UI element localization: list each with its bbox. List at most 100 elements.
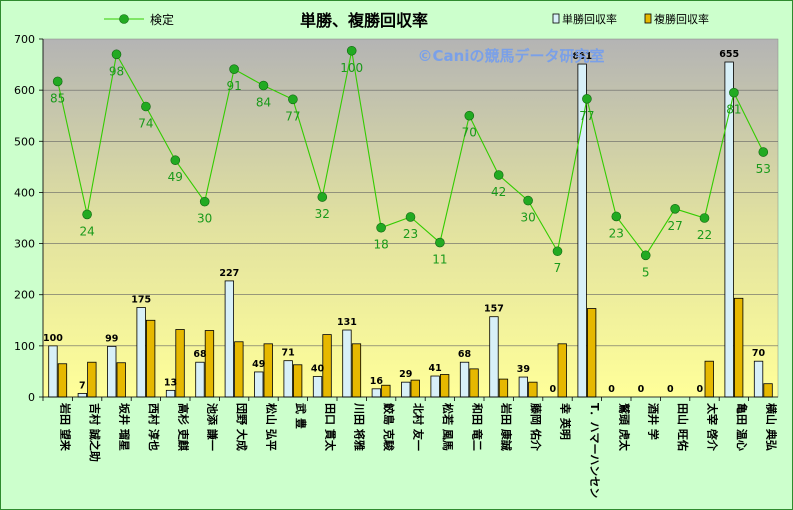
- line-marker: [552, 246, 563, 257]
- win-bar-value-label: 0: [608, 384, 615, 395]
- win-bar: [312, 376, 323, 398]
- win-bar-value-label: 71: [282, 348, 295, 359]
- line-value-label: 98: [109, 64, 124, 78]
- x-tick-label: 太宰 啓介: [706, 402, 720, 452]
- line-marker: [199, 196, 210, 207]
- x-tick-label: 北村 友一: [412, 403, 426, 451]
- place-bar: [704, 360, 714, 398]
- win-bar-value-label: 0: [638, 384, 645, 395]
- line-value-label: 77: [579, 109, 594, 123]
- legend-place-swatch: [644, 13, 652, 24]
- x-tick-label: 岩田 康誠: [500, 402, 514, 451]
- x-tick-label: 川田 将雅: [353, 402, 367, 451]
- win-bar: [224, 280, 235, 398]
- win-bar: [371, 388, 382, 398]
- win-bar: [753, 360, 764, 398]
- line-marker: [523, 195, 533, 206]
- line-value-label: 91: [226, 79, 241, 93]
- line-value-label: 18: [373, 238, 388, 252]
- x-tick-label: 鮫島 克駿: [382, 403, 396, 452]
- place-bar: [204, 330, 215, 398]
- win-bar-value-label: 7: [79, 380, 86, 391]
- x-tick-label: 藤岡 佑介: [529, 403, 543, 452]
- line-marker: [376, 222, 386, 233]
- line-value-label: 100: [340, 61, 363, 75]
- line-value-label: 84: [256, 96, 271, 110]
- line-marker: [464, 110, 475, 121]
- watermark: ©Caniの競馬データ研究室: [418, 47, 605, 65]
- line-marker: [288, 94, 298, 105]
- line-marker: [582, 94, 592, 104]
- line-marker: [258, 80, 269, 91]
- win-bar-value-label: 49: [252, 359, 265, 370]
- line-marker: [670, 203, 680, 214]
- win-bar: [165, 389, 176, 398]
- place-bar: [528, 381, 538, 398]
- place-bar: [439, 374, 450, 398]
- win-bar-value-label: 0: [667, 384, 674, 395]
- legend-line-marker: [119, 14, 129, 24]
- legend-place-label: 複勝回収率: [654, 12, 709, 26]
- x-tick-label: 鷲頭 虎太: [617, 403, 631, 452]
- win-bar-value-label: 70: [752, 348, 766, 359]
- place-bar: [734, 297, 744, 398]
- line-marker: [82, 209, 92, 220]
- x-tick-label: 坂井 瑠星: [118, 403, 132, 451]
- line-marker: [758, 147, 769, 157]
- x-tick-label: 和田 竜二: [470, 403, 484, 451]
- y-tick-label: 500: [14, 135, 35, 148]
- line-value-label: 70: [462, 126, 477, 140]
- x-tick-label: 武 豊: [294, 403, 308, 429]
- win-bar-value-label: 131: [337, 317, 357, 328]
- win-bar-value-label: 175: [131, 295, 151, 306]
- line-value-label: 32: [315, 207, 330, 221]
- win-bar-value-label: 99: [105, 333, 118, 344]
- line-value-label: 30: [197, 212, 212, 226]
- win-bar: [518, 376, 528, 398]
- place-bar: [116, 362, 126, 398]
- line-series: 8524987449309184773210018231170423077723…: [50, 45, 771, 279]
- win-bar-value-label: 29: [399, 369, 412, 380]
- win-bar: [283, 360, 293, 398]
- win-bar-value-label: 227: [219, 268, 239, 279]
- win-bar: [430, 375, 440, 398]
- win-bar-value-label: 68: [193, 349, 207, 360]
- y-tick-label: 600: [14, 84, 35, 97]
- line-value-label: 7: [554, 261, 562, 275]
- win-bar-value-label: 16: [370, 376, 384, 387]
- win-bar: [254, 371, 264, 398]
- y-tick-label: 200: [14, 289, 35, 302]
- line-value-label: 30: [520, 211, 535, 225]
- place-bar: [498, 378, 509, 398]
- line-marker: [435, 237, 445, 248]
- x-tick-label: T．ハマーハンセン: [588, 403, 601, 498]
- line-value-label: 81: [726, 103, 741, 117]
- line-value-label: 23: [609, 226, 624, 240]
- place-bar: [292, 364, 303, 398]
- chart-title: 単勝、複勝回収率: [300, 11, 428, 30]
- x-tick-label: 松若 風馬: [441, 403, 455, 451]
- y-tick-label: 100: [14, 340, 35, 353]
- win-bar-value-label: 100: [43, 333, 63, 344]
- line-marker: [640, 250, 651, 261]
- x-axis: 岩田 望来 吉村 誠之助 坂井 瑠星 西村 淳也 高杉 吏麒 池添 謙一 団野 大成 松山 弘…: [42, 396, 778, 498]
- place-bar: [763, 383, 773, 398]
- win-bar-value-label: 40: [311, 364, 325, 375]
- line-value-label: 11: [432, 253, 447, 267]
- win-bar: [342, 329, 352, 398]
- win-bar: [401, 381, 411, 398]
- x-tick-label: 高杉 吏麒: [176, 403, 190, 451]
- line-marker: [346, 45, 357, 56]
- place-bar: [469, 368, 479, 398]
- place-bar: [381, 384, 391, 398]
- win-bar-value-label: 68: [458, 349, 472, 360]
- x-tick-label: 幸 英明: [559, 403, 573, 440]
- line-value-label: 85: [50, 91, 65, 105]
- legend-win-swatch: [552, 13, 560, 24]
- y-tick-label: 400: [14, 186, 35, 199]
- line-value-label: 74: [138, 117, 153, 131]
- legend-line-label: 検定: [150, 12, 174, 27]
- line-marker: [52, 76, 63, 87]
- line-value-label: 49: [168, 170, 183, 184]
